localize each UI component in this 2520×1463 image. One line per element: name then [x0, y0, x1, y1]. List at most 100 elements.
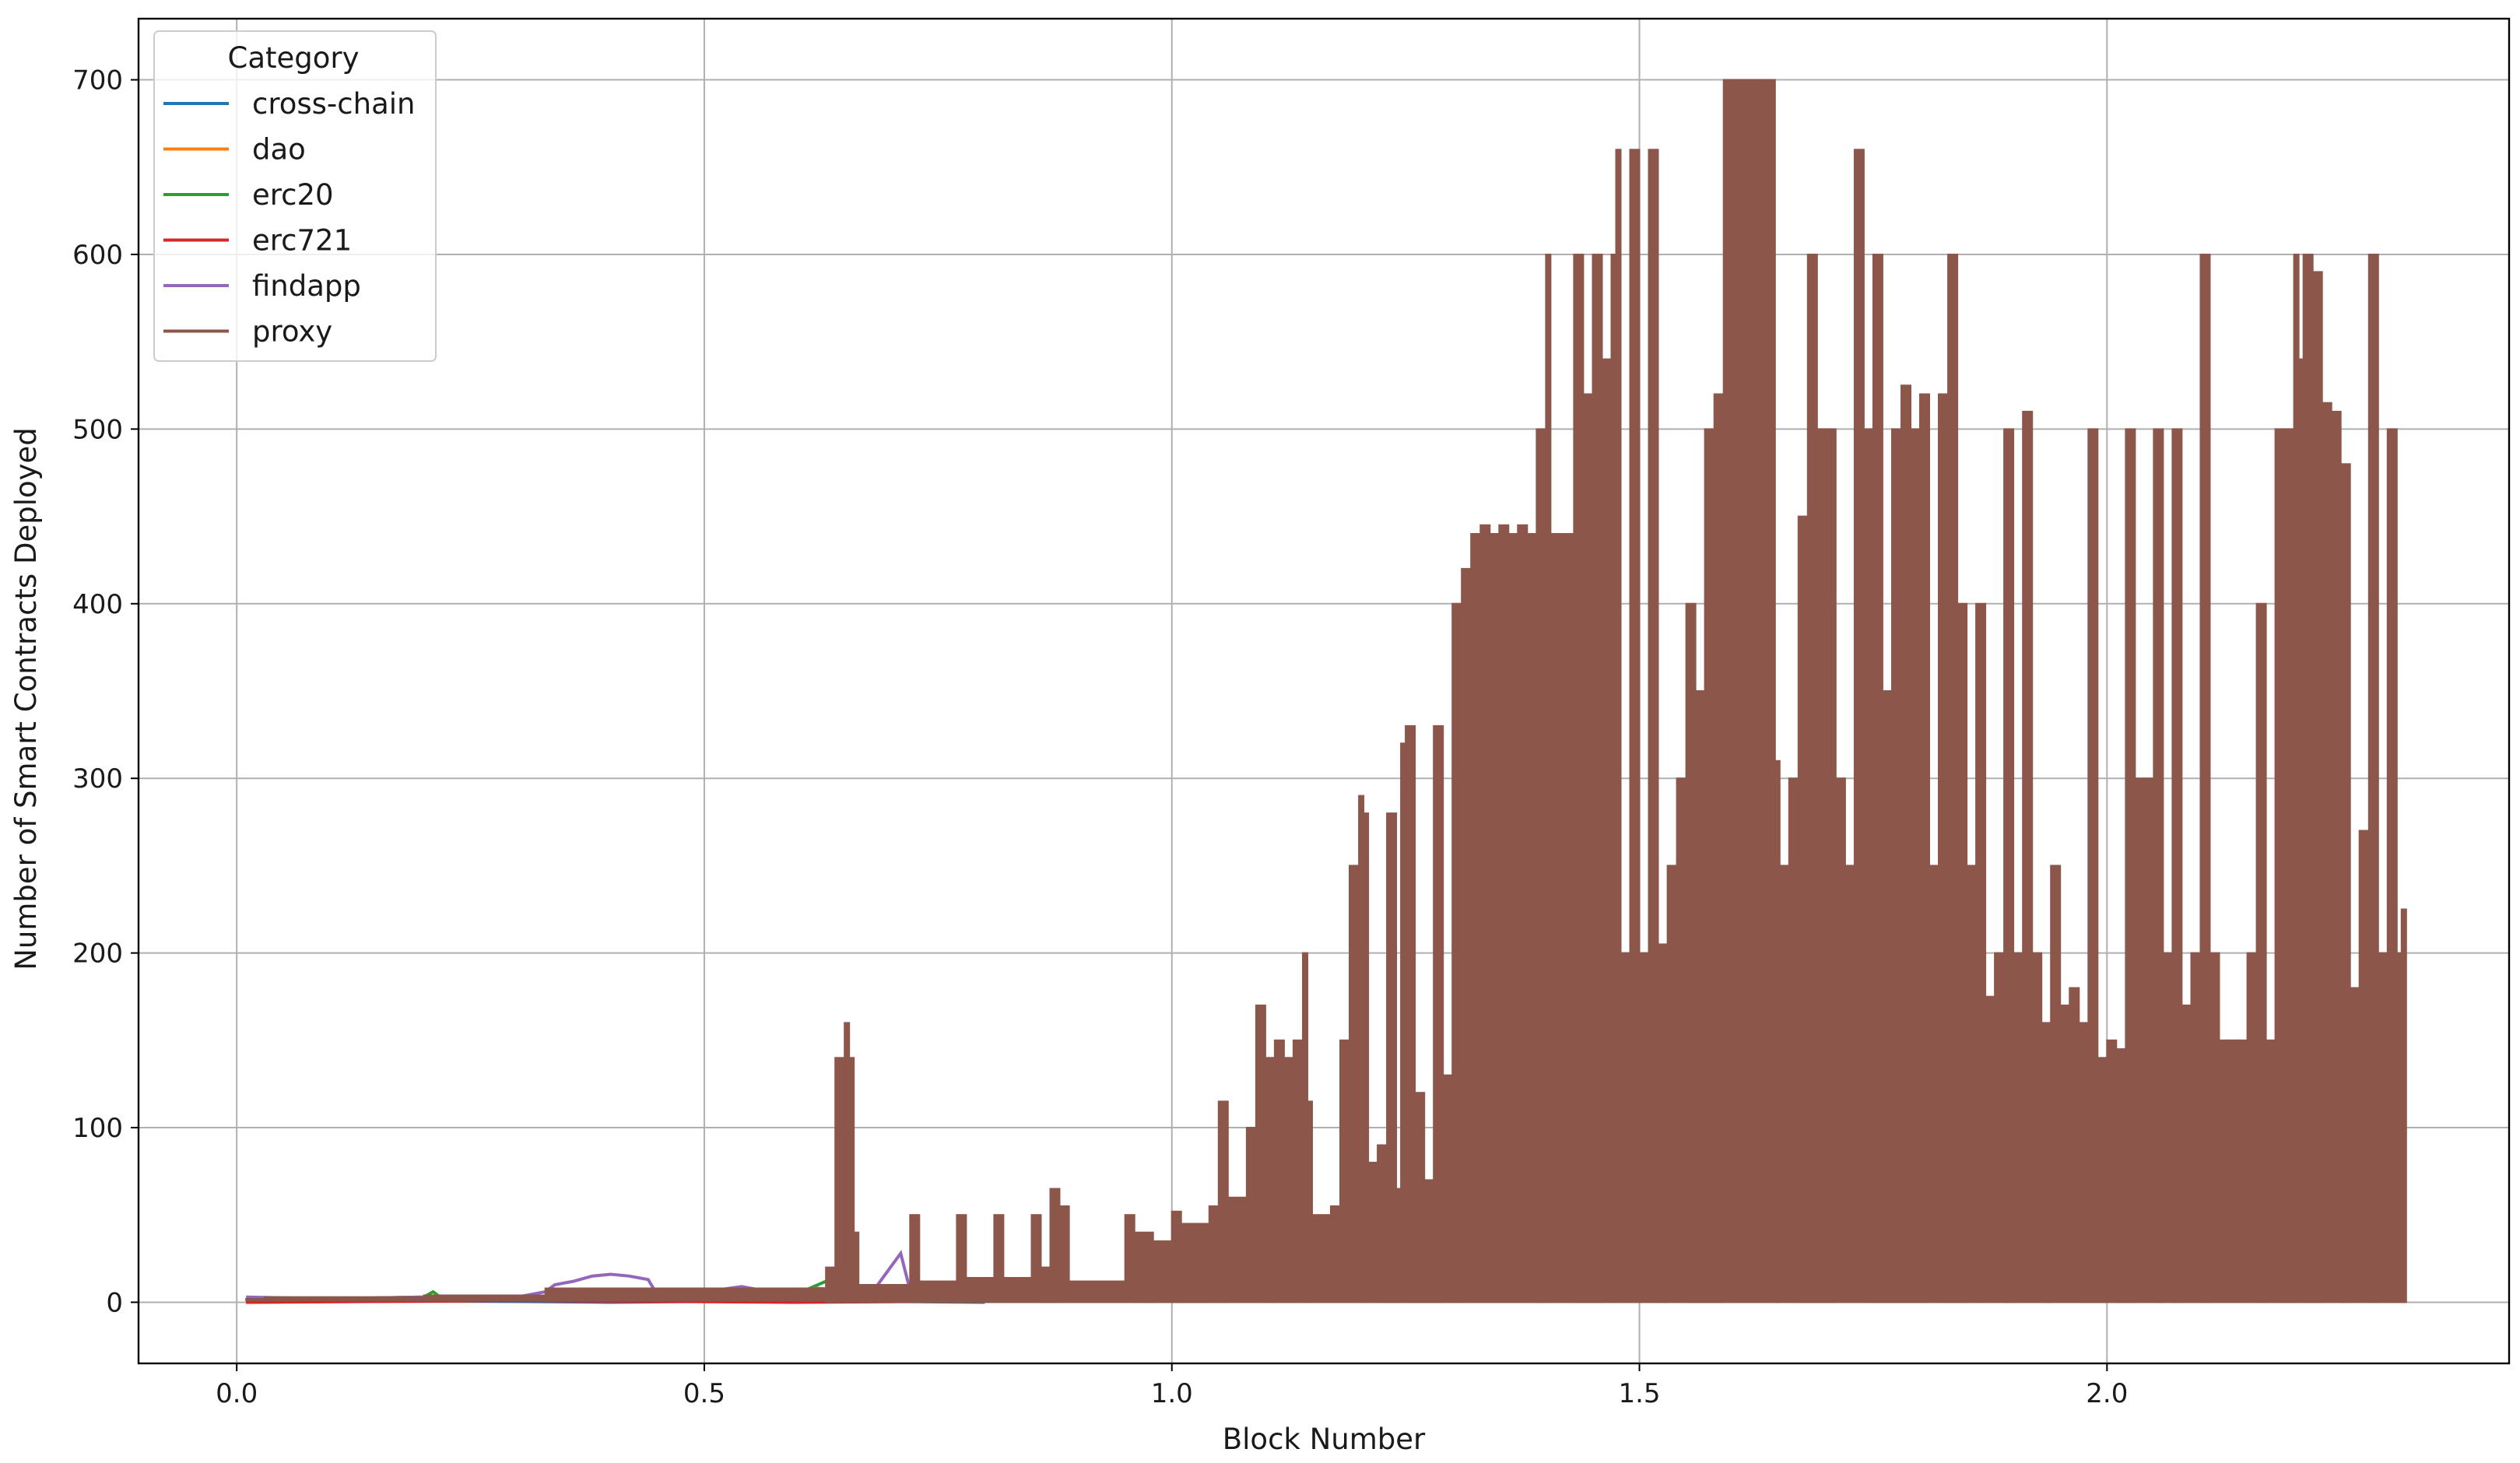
proxy-segment — [1910, 428, 1921, 1303]
proxy-segment — [1414, 1092, 1426, 1303]
proxy-segment — [2400, 908, 2407, 1303]
proxy-segment — [2097, 1057, 2108, 1303]
proxy-segment — [2059, 1004, 2071, 1303]
proxy-segment — [2358, 830, 2370, 1303]
legend-label-findapp: findapp — [252, 269, 361, 303]
proxy-segment — [2134, 777, 2146, 1303]
axes-frame — [137, 17, 2511, 1365]
proxy-segment — [2321, 402, 2332, 1303]
proxy-segment — [853, 1231, 860, 1303]
proxy-segment — [2349, 987, 2360, 1303]
proxy-segment — [1349, 865, 1360, 1303]
proxy-segment — [1283, 1057, 1294, 1303]
proxy-segment — [1180, 1223, 1210, 1303]
proxy-segment — [1255, 1004, 1266, 1303]
proxy-segment — [2171, 428, 2183, 1303]
proxy-segment — [2190, 952, 2202, 1303]
proxy-segment — [1498, 524, 1510, 1303]
proxy-segment — [1957, 602, 1968, 1303]
legend-label-proxy: proxy — [252, 315, 332, 349]
proxy-segment — [2003, 428, 2015, 1303]
proxy-segment — [1816, 428, 1827, 1303]
x-tick-label: 2.0 — [2086, 1378, 2128, 1409]
proxy-segment — [2013, 952, 2024, 1303]
x-axis-label: Block Number — [1223, 1423, 1426, 1456]
proxy-segment — [2069, 987, 2080, 1303]
proxy-segment — [1171, 1210, 1182, 1303]
y-tick-label: 600 — [72, 240, 123, 271]
proxy-segment — [264, 1296, 425, 1302]
proxy-segment — [2377, 952, 2388, 1303]
proxy-segment — [1423, 1179, 1435, 1303]
proxy-segment — [1732, 79, 1753, 1303]
proxy-segment — [834, 1057, 846, 1303]
proxy-segment — [1245, 1127, 1257, 1303]
proxy-segment — [1442, 1074, 1454, 1303]
proxy-segment — [1750, 79, 1771, 1303]
proxy-segment — [848, 1057, 855, 1303]
proxy-segment — [1938, 393, 1949, 1303]
proxy-segment — [1648, 149, 1659, 1303]
proxy-segment — [1778, 865, 1790, 1303]
proxy-segment — [1133, 1231, 1154, 1303]
proxy-segment — [2181, 1004, 2192, 1303]
proxy-segment — [1615, 149, 1622, 1303]
proxy-segment — [1273, 1039, 1285, 1303]
proxy-segment — [1564, 533, 1575, 1303]
proxy-segment — [2143, 777, 2155, 1303]
proxy-segment — [1825, 428, 1837, 1303]
legend-label-erc721: erc721 — [252, 224, 352, 258]
proxy-segment — [1264, 1057, 1276, 1303]
proxy-segment — [2209, 952, 2220, 1303]
proxy-segment — [1657, 943, 1669, 1303]
proxy-segment — [1722, 79, 1734, 1303]
proxy-segment — [1901, 384, 1911, 1303]
proxy-segment — [544, 1287, 827, 1302]
proxy-segment — [1124, 1214, 1135, 1303]
proxy-segment — [1367, 1161, 1379, 1303]
proxy-segment — [1713, 393, 1725, 1303]
legend-box — [153, 30, 437, 362]
x-tick-label: 0.0 — [216, 1378, 258, 1409]
legend-label-dao: dao — [252, 133, 306, 167]
proxy-segment — [2274, 428, 2286, 1303]
proxy-segment — [1002, 1277, 1033, 1303]
proxy-segment — [1638, 952, 1650, 1303]
proxy-segment — [1966, 865, 1978, 1303]
legend-title: Category — [227, 41, 359, 75]
proxy-segment — [1307, 1100, 1313, 1303]
proxy-segment — [1550, 533, 1566, 1303]
proxy-segment — [1929, 865, 1939, 1303]
proxy-segment — [2227, 1039, 2239, 1303]
proxy-segment — [1806, 254, 1818, 1303]
proxy-segment — [1489, 533, 1500, 1303]
proxy-segment — [1834, 777, 1846, 1303]
proxy-segment — [1947, 254, 1959, 1303]
proxy-segment — [825, 1266, 837, 1303]
proxy-segment — [1292, 1039, 1304, 1303]
proxy-segment — [1994, 952, 2006, 1303]
legend-label-erc20: erc20 — [252, 178, 334, 212]
proxy-segment — [956, 1214, 967, 1303]
proxy-segment — [1451, 602, 1463, 1303]
proxy-segment — [1620, 952, 1631, 1303]
ticks: 0.0 0.5 1.0 1.5 2.0 0 100 200 300 400 500 600 700 — [72, 65, 2128, 1409]
proxy-segment — [1985, 995, 1996, 1303]
proxy-segment — [918, 1280, 958, 1303]
proxy-segment — [1030, 1214, 1042, 1303]
proxy-segment — [993, 1214, 1005, 1303]
proxy-segment — [1470, 533, 1482, 1303]
legend: Category cross-chain dao erc20 erc721 findap… — [153, 30, 437, 362]
proxy-segment — [1227, 1196, 1248, 1303]
proxy-segment — [1666, 865, 1678, 1303]
proxy-segment — [1363, 812, 1370, 1303]
proxy-segment — [909, 1214, 921, 1303]
proxy-segment — [1068, 1280, 1126, 1303]
proxy-segment — [1844, 865, 1855, 1303]
proxy-segment — [1330, 1205, 1341, 1303]
proxy-segment — [2087, 428, 2099, 1303]
y-tick-label: 500 — [72, 414, 123, 445]
legend-items: cross-chain dao erc20 erc721 findapp proxy — [163, 87, 415, 349]
proxy-segment — [1704, 428, 1715, 1303]
proxy-segment — [1881, 690, 1893, 1303]
